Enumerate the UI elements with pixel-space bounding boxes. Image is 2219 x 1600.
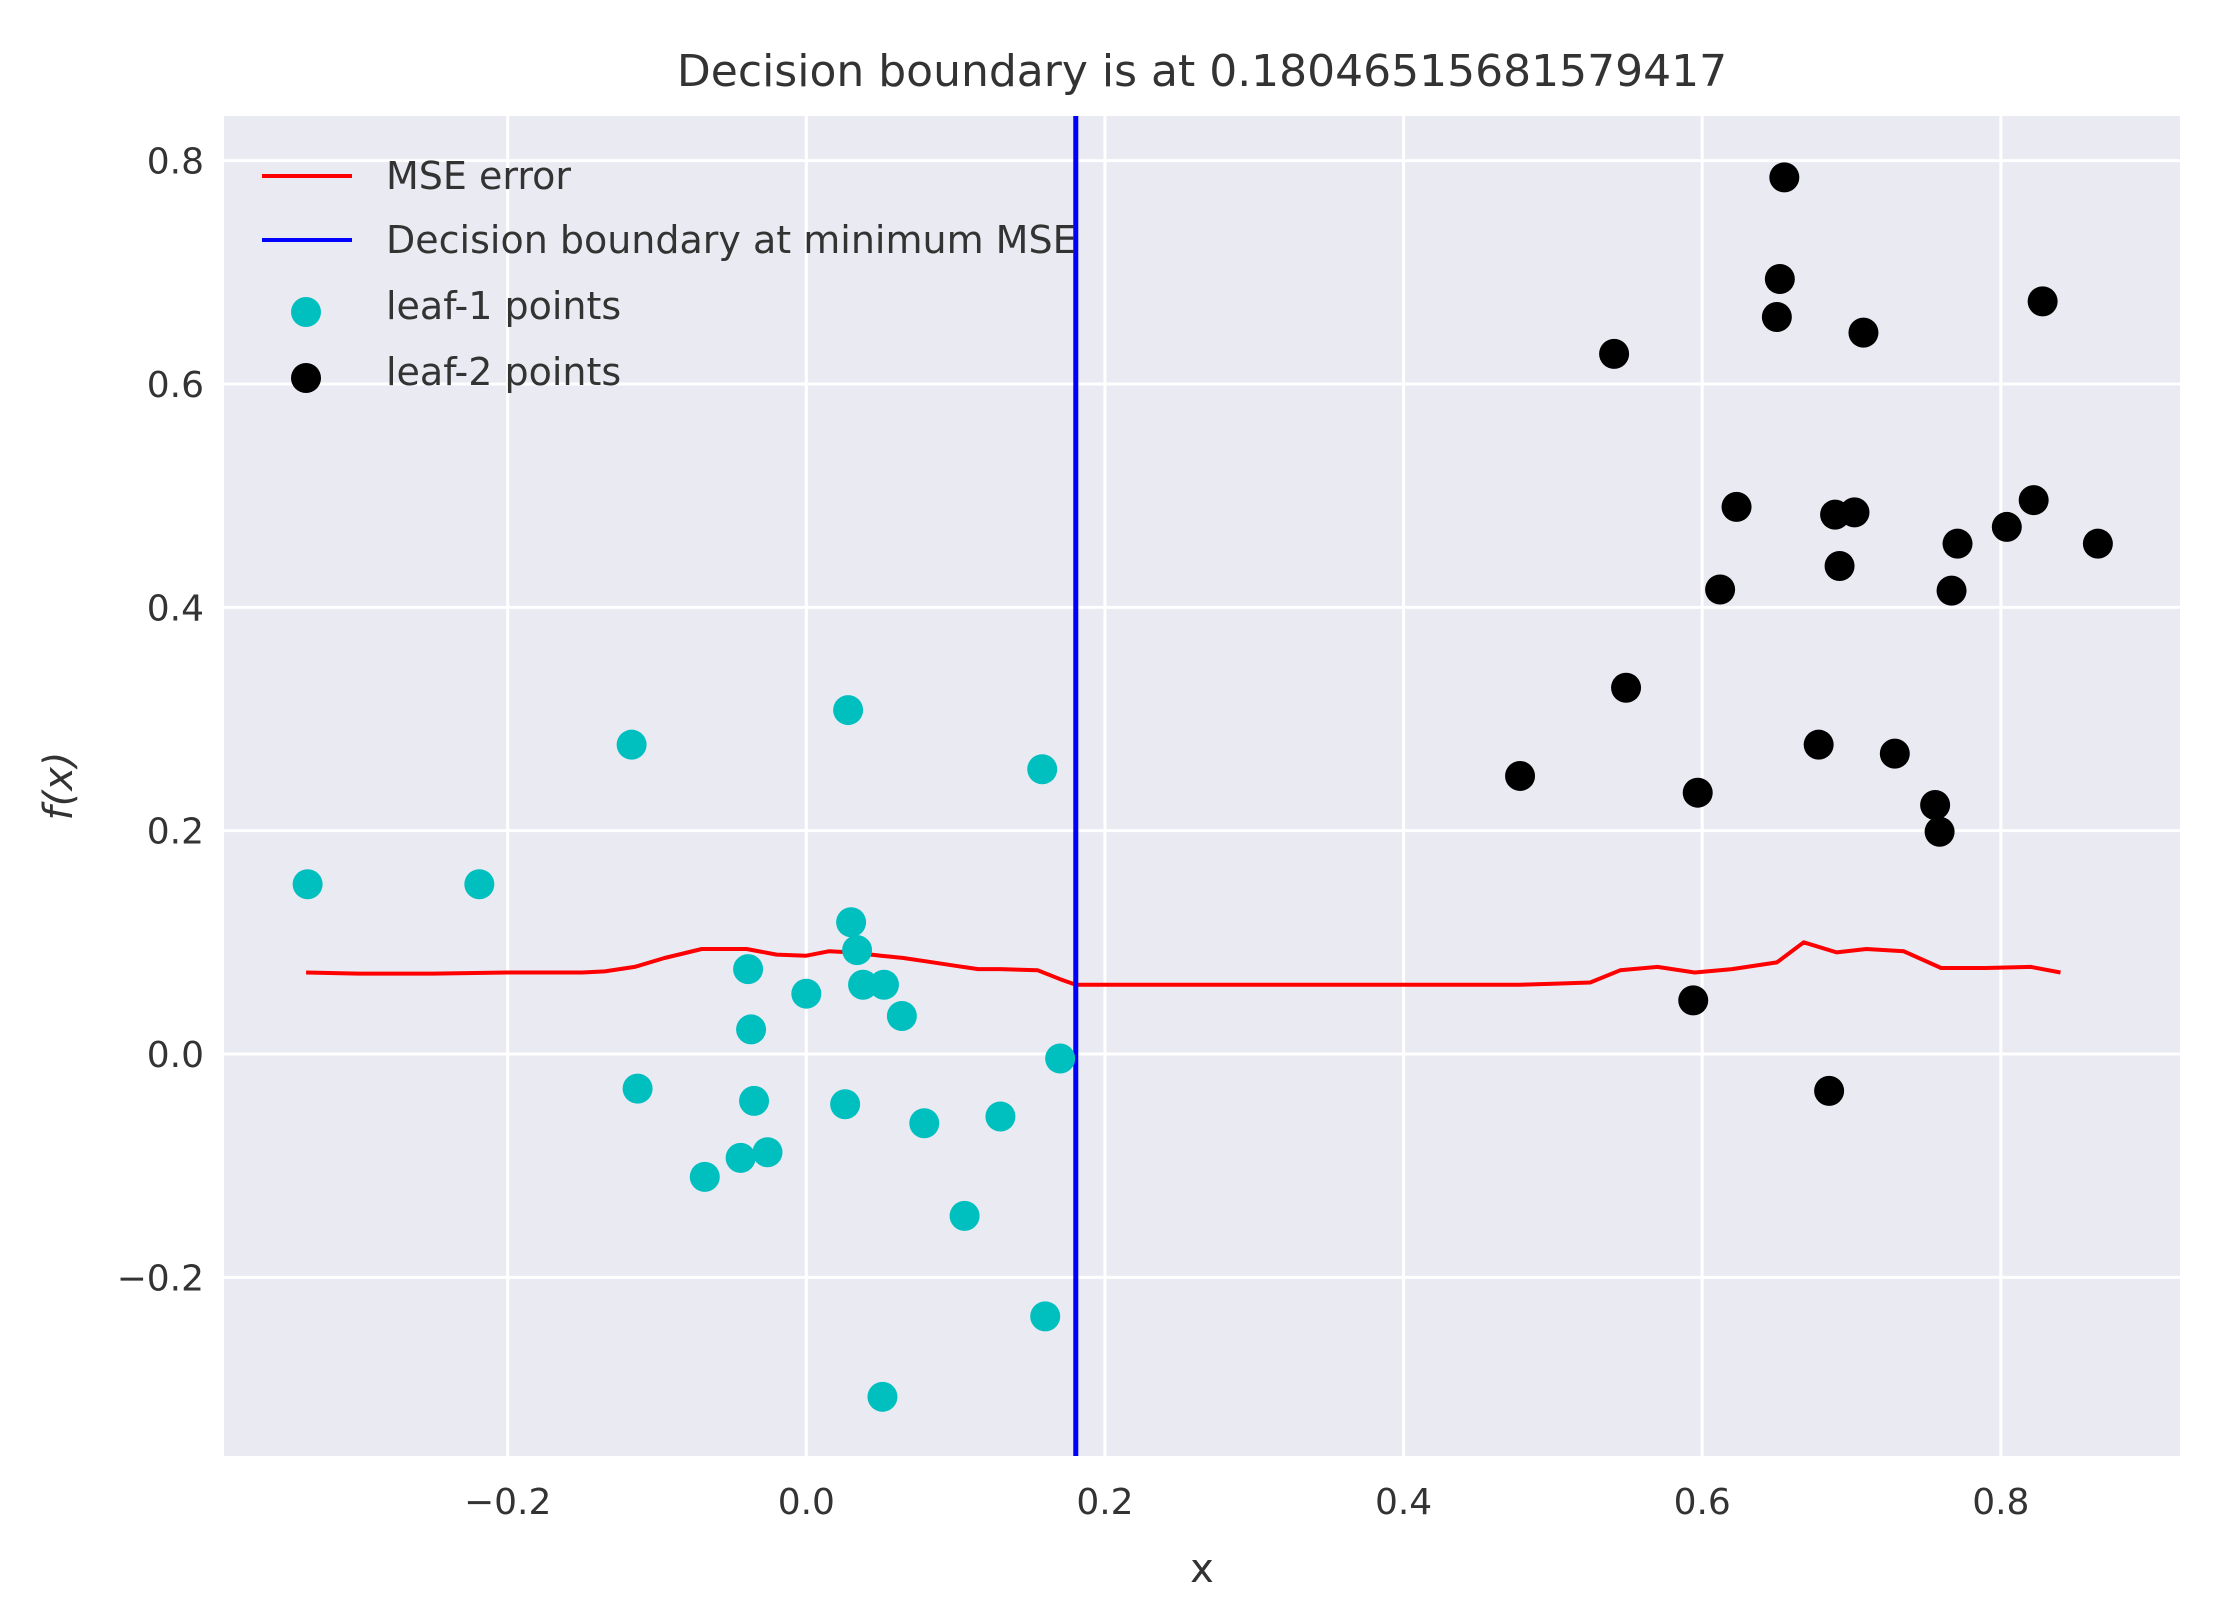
y-tick-label: 0.0 (147, 1035, 204, 1076)
x-tick-label: −0.2 (464, 1482, 551, 1523)
leaf-2-point (2082, 528, 2113, 559)
leaf-2-point (1803, 729, 1834, 760)
leaf-1-point (949, 1200, 980, 1231)
leaf-2-point (1920, 789, 1951, 820)
leaf-2-point (1924, 816, 1955, 847)
legend-marker-leaf-2-points (291, 363, 321, 393)
legend-label-leaf-1-points: leaf-1 points (386, 284, 621, 328)
leaf-1-point (1045, 1043, 1076, 1074)
leaf-1-point (622, 1073, 653, 1104)
leaf-1-point (739, 1085, 770, 1116)
leaf-2-point (1705, 574, 1736, 605)
mse-error-line (306, 940, 2061, 987)
leaf-2-point (1761, 302, 1792, 332)
leaf-2-point (2027, 286, 2058, 317)
leaf-1-point (689, 1161, 720, 1192)
x-tick-label: 0.2 (1076, 1482, 1133, 1523)
leaf-1-point (616, 729, 647, 760)
x-axis-label: x (1190, 1546, 1214, 1592)
leaf-1-point (909, 1108, 940, 1139)
legend-label-decision-boundary-at-minimum-mse: Decision boundary at minimum MSE (386, 218, 1077, 262)
leaf-1-point (464, 869, 495, 900)
leaf-1-point (1030, 1301, 1061, 1332)
legend-label-leaf-2-points: leaf-2 points (386, 350, 621, 394)
y-tick-label: −0.2 (117, 1258, 204, 1299)
y-tick-label: 0.2 (147, 812, 204, 853)
y-tick-label: 0.8 (147, 142, 204, 183)
tick-labels: −0.2 0.0 0.2 0.4 0.6 0.8 −0.2 0.0 0.2 0.4 0.6 0.8 (117, 142, 2030, 1523)
legend-marker-leaf-1-points (291, 297, 321, 327)
leaf-2-point (1678, 985, 1709, 1016)
leaf-2-point (1942, 528, 1973, 559)
leaf-1-point (886, 1001, 917, 1032)
leaf-1-point (736, 1014, 767, 1045)
leaf-1-point (1027, 754, 1058, 785)
leaf-2-point (1682, 777, 1713, 808)
leaf-2-point (1848, 317, 1879, 348)
x-tick-label: 0.4 (1375, 1482, 1432, 1523)
leaf-2-point (1936, 575, 1967, 606)
leaf-1-point (733, 954, 764, 985)
leaf-2-point (1824, 551, 1855, 582)
leaf-1-point (836, 907, 867, 938)
leaf-2-point (1991, 511, 2022, 542)
leaf-1-point (830, 1089, 861, 1120)
leaf-2-point (1764, 264, 1795, 295)
leaf-1-point (292, 869, 323, 900)
x-tick-label: 0.6 (1674, 1482, 1731, 1523)
leaf-1-point (842, 935, 873, 966)
leaf-1-point (833, 695, 864, 726)
leaf-1-point (791, 978, 822, 1009)
chart-title: Decision boundary is at 0.18046515681579… (677, 46, 1727, 97)
leaf-2-point (2018, 485, 2049, 516)
legend: MSE error Decision boundary at minimum MS… (262, 154, 1077, 394)
x-tick-label: 0.0 (778, 1482, 835, 1523)
leaf-1-point (752, 1137, 783, 1168)
leaf-2-point (1839, 497, 1870, 528)
leaf-2-point (1721, 491, 1752, 522)
leaf-1-point (868, 969, 899, 1000)
leaf-1-point (725, 1142, 756, 1173)
leaf-1-point (985, 1101, 1016, 1132)
leaf-2-point (1879, 738, 1910, 769)
line-layer (306, 116, 2061, 1456)
y-axis-label: f(x) (36, 752, 82, 821)
legend-label-mse-error: MSE error (386, 154, 571, 198)
y-tick-label: 0.4 (147, 588, 204, 629)
leaf-2-point (1814, 1075, 1845, 1106)
leaf-1-point (867, 1381, 898, 1412)
point-layer (292, 162, 2113, 1412)
leaf-2-point (1505, 760, 1536, 791)
leaf-2-point (1769, 162, 1800, 193)
x-tick-label: 0.8 (1972, 1482, 2029, 1523)
grid (224, 116, 2180, 1456)
leaf-2-point (1599, 338, 1630, 369)
leaf-2-point (1611, 672, 1642, 703)
leaf-1-point (848, 969, 879, 1000)
y-tick-label: 0.6 (147, 365, 204, 406)
